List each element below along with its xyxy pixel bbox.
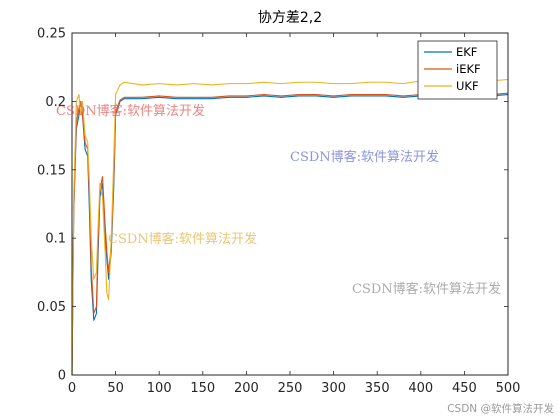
corner-watermark: CSDN @软件算法开发 [447, 403, 554, 415]
legend-label-iekf: iEKF [456, 62, 481, 76]
x-tick-label: 300 [321, 381, 346, 396]
watermark-text: CSDN博客:软件算法开发 [290, 150, 440, 165]
legend-label-ekf: EKF [456, 45, 477, 59]
series-line-ukf [71, 78, 509, 376]
x-tick-label: 100 [147, 381, 172, 396]
x-tick-label: 200 [234, 381, 259, 396]
legend-label-ukf: UKF [456, 79, 479, 93]
y-tick-label: 0.1 [45, 232, 66, 247]
y-tick-label: 0.2 [45, 95, 66, 110]
y-tick-label: 0.15 [37, 163, 66, 178]
x-tick-label: 50 [107, 381, 124, 396]
y-tick-label: 0.25 [37, 27, 66, 42]
y-tick-label: 0 [58, 369, 66, 384]
x-tick-label: 450 [452, 381, 477, 396]
x-tick-label: 0 [68, 381, 76, 396]
watermark-text: CSDN博客:软件算法开发 [56, 104, 206, 119]
axis-ticks: 0 50 100 150 200 250 300 350 400 450 500 0 0.05 0.1 0.… [37, 27, 520, 397]
x-tick-label: 350 [365, 381, 390, 396]
y-tick-label: 0.05 [37, 300, 66, 315]
legend: EKF iEKF UKF [417, 40, 498, 100]
chart-title: 协方差2,2 [258, 10, 322, 26]
legend-box [417, 40, 498, 100]
watermark-text: CSDN博客:软件算法开发 [108, 232, 258, 247]
x-tick-label: 400 [408, 381, 433, 396]
x-tick-label: 500 [496, 381, 521, 396]
watermark-text: CSDN博客:软件算法开发 [352, 282, 502, 297]
series-layer [71, 78, 509, 376]
x-tick-label: 150 [190, 381, 215, 396]
x-tick-label: 250 [278, 381, 303, 396]
